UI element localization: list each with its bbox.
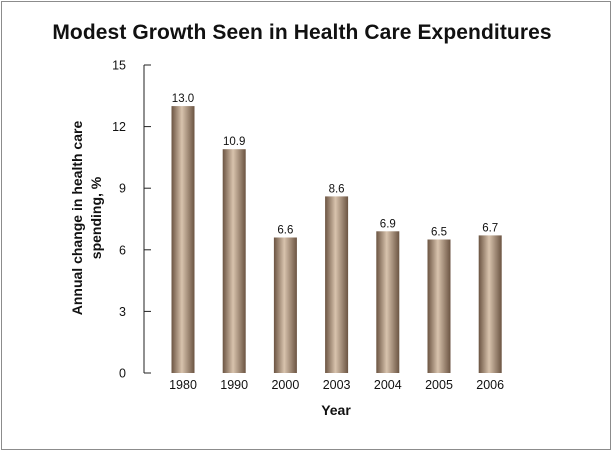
y-tick-label: 6 bbox=[119, 243, 126, 257]
x-tick-label-1980: 1980 bbox=[169, 378, 197, 392]
x-tick-label-2003: 2003 bbox=[323, 378, 351, 392]
y-tick-label: 0 bbox=[119, 367, 126, 381]
bar-2006 bbox=[478, 235, 502, 373]
data-label-1980: 13.0 bbox=[172, 93, 194, 105]
y-axis-title-line-1: Annual change in health care bbox=[69, 121, 85, 316]
x-tick-label-2004: 2004 bbox=[374, 378, 402, 392]
bar-2003 bbox=[325, 196, 349, 373]
bar-1980 bbox=[171, 106, 195, 373]
data-label-1990: 10.9 bbox=[223, 136, 245, 148]
x-tick-label-2000: 2000 bbox=[271, 378, 299, 392]
chart-title: Modest Growth Seen in Health Care Expend… bbox=[52, 21, 552, 44]
y-axis-title: Annual change in health care spending, % bbox=[69, 121, 104, 316]
x-axis-tick-labels: 1980 1990 2000 2003 2004 2005 2006 bbox=[169, 378, 504, 392]
x-tick-label-1990: 1990 bbox=[220, 378, 248, 392]
data-label-2003: 8.6 bbox=[329, 183, 345, 195]
data-label-2006: 6.7 bbox=[482, 222, 498, 234]
y-tick-label: 12 bbox=[112, 120, 126, 134]
x-tick-label-2005: 2005 bbox=[425, 378, 453, 392]
data-label-2004: 6.9 bbox=[380, 218, 396, 230]
bar-2004 bbox=[376, 231, 400, 373]
y-tick-label: 15 bbox=[112, 59, 126, 73]
data-label-2005: 6.5 bbox=[431, 227, 447, 239]
bars: 13.0 10.9 6.6 8.6 6.9 6.5 6.7 bbox=[171, 93, 502, 373]
y-tick-label: 9 bbox=[119, 182, 126, 196]
x-axis-title: Year bbox=[321, 402, 351, 418]
bar-2005 bbox=[427, 239, 451, 373]
bar-2000 bbox=[273, 237, 297, 373]
data-label-2000: 6.6 bbox=[277, 225, 293, 237]
y-axis-title-line-2: spending, % bbox=[88, 176, 104, 259]
y-axis-ticks: 0 3 6 9 12 15 bbox=[112, 59, 151, 381]
y-tick-label: 3 bbox=[119, 305, 126, 319]
bar-1990 bbox=[222, 149, 246, 373]
x-tick-label-2006: 2006 bbox=[476, 378, 504, 392]
